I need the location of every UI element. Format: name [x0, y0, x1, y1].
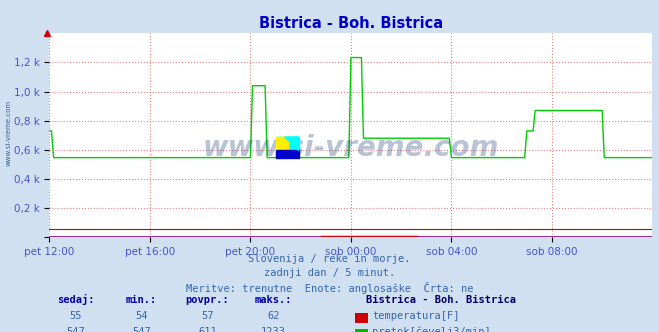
- Polygon shape: [285, 137, 299, 151]
- Text: Bistrica - Boh. Bistrica: Bistrica - Boh. Bistrica: [366, 295, 516, 305]
- Text: www.si-vreme.com: www.si-vreme.com: [5, 100, 11, 166]
- Title: Bistrica - Boh. Bistrica: Bistrica - Boh. Bistrica: [259, 16, 443, 31]
- Text: temperatura[F]: temperatura[F]: [372, 311, 460, 321]
- Text: 55: 55: [70, 311, 82, 321]
- Polygon shape: [275, 137, 288, 150]
- Text: sedaj:: sedaj:: [57, 294, 94, 305]
- Text: povpr.:: povpr.:: [186, 295, 229, 305]
- Text: Meritve: trenutne  Enote: anglosaške  Črta: ne: Meritve: trenutne Enote: anglosaške Črta…: [186, 282, 473, 294]
- Text: min.:: min.:: [126, 295, 158, 305]
- Text: 547: 547: [67, 327, 85, 332]
- Text: 62: 62: [268, 311, 279, 321]
- Polygon shape: [285, 137, 299, 150]
- Bar: [275, 150, 299, 158]
- Text: 1233: 1233: [261, 327, 286, 332]
- Polygon shape: [285, 137, 299, 151]
- Text: 54: 54: [136, 311, 148, 321]
- Bar: [275, 137, 288, 158]
- Text: pretok[čevelj3/min]: pretok[čevelj3/min]: [372, 326, 491, 332]
- Text: zadnji dan / 5 minut.: zadnji dan / 5 minut.: [264, 268, 395, 278]
- Text: www.si-vreme.com: www.si-vreme.com: [203, 133, 499, 162]
- Text: maks.:: maks.:: [255, 295, 292, 305]
- Text: 611: 611: [198, 327, 217, 332]
- Polygon shape: [275, 137, 299, 150]
- Text: 547: 547: [132, 327, 151, 332]
- Text: Slovenija / reke in morje.: Slovenija / reke in morje.: [248, 254, 411, 264]
- Text: 57: 57: [202, 311, 214, 321]
